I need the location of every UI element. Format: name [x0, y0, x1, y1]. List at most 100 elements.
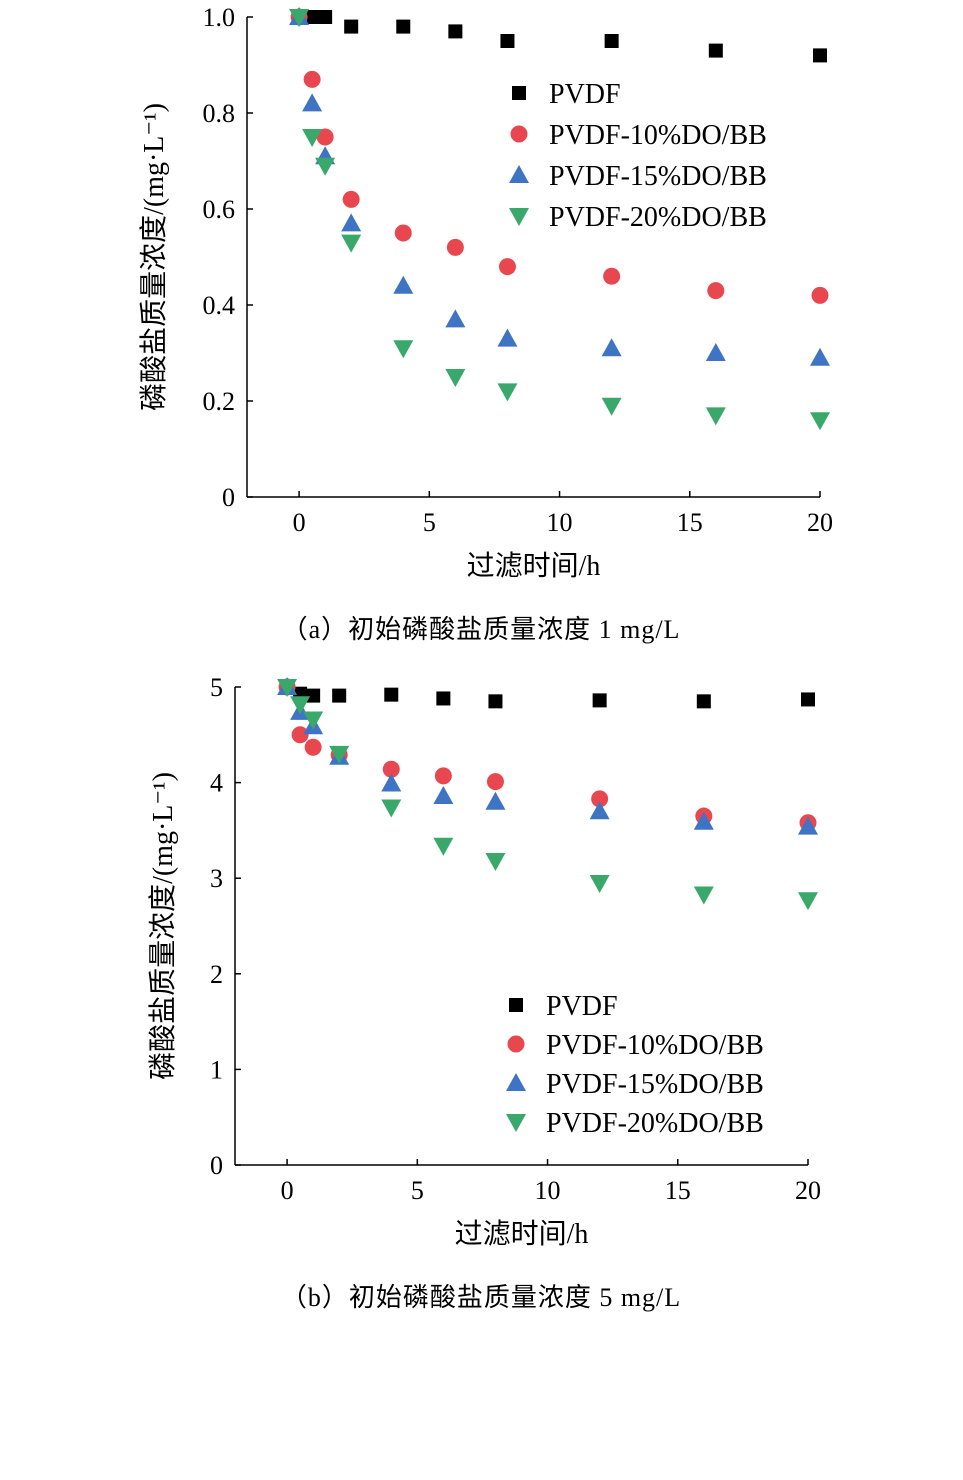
chart-a-point-PVDF-10%DO/BB [342, 190, 360, 208]
chart-a-point-PVDF [448, 24, 463, 39]
chart-b-point-PVDF-10%DO/BB [591, 790, 609, 808]
chart-b-point-PVDF-10%DO/BB [434, 767, 452, 785]
chart-b-legend-label: PVDF-10%DO/BB [546, 1030, 764, 1061]
chart-a-point-PVDF-15%DO/BB [341, 213, 362, 232]
chart-b-y-tick-label: 1 [210, 1055, 223, 1084]
chart-a-point-PVDF-15%DO/BB [810, 347, 830, 366]
chart-b-legend-marker [509, 998, 523, 1012]
chart-b-legend-label: PVDF-15%DO/BB [546, 1069, 764, 1100]
chart-a-y-axis-label: 磷酸盐质量浓度/(mg·L⁻¹) [138, 103, 170, 411]
chart-b-point-PVDF-10%DO/BB [304, 738, 322, 756]
chart-a-point-PVDF-10%DO/BB [498, 258, 516, 276]
chart-a-point-PVDF-20%DO/BB [302, 129, 323, 147]
chart-b-point-PVDF-20%DO/BB [589, 874, 610, 893]
chart-b-point-PVDF-15%DO/BB [485, 791, 506, 810]
chart-b-point-PVDF-20%DO/BB [798, 892, 818, 911]
chart-b-point-PVDF [488, 694, 503, 709]
chart-a-point-PVDF-15%DO/BB [705, 343, 726, 361]
chart-a-point-PVDF [813, 48, 827, 63]
chart-a-y-tick-label: 0.2 [203, 387, 236, 416]
chart-a-point-PVDF-10%DO/BB [811, 286, 829, 304]
chart-a-point-PVDF-10%DO/BB [446, 238, 464, 256]
chart-a-point-PVDF [344, 19, 359, 34]
chart-b-legend-label: PVDF [546, 991, 618, 1022]
chart-b-point-PVDF-15%DO/BB [381, 773, 402, 792]
chart-b-point-PVDF-10%DO/BB [486, 773, 504, 791]
chart-a-point-PVDF-20%DO/BB [315, 157, 336, 176]
chart-a-x-tick-label: 0 [293, 508, 306, 537]
chart-b-point-PVDF-20%DO/BB [290, 696, 311, 715]
chart-a-point-PVDF-10%DO/BB [303, 70, 321, 88]
chart-a-y-tick-label: 0.8 [203, 99, 236, 128]
chart-b: 0 1 2 3 4 5 0 5 10 15 20 过滤时间/h 磷酸盐质量浓度/(mg·L⁻¹) PVDF… [147, 673, 821, 1250]
chart-b-caption: （b）初始磷酸盐质量浓度 5 mg/L [281, 1283, 681, 1312]
chart-a-point-PVDF-20%DO/BB [341, 234, 362, 253]
chart-b-point-PVDF-15%DO/BB [798, 816, 818, 835]
chart-a-point-PVDF-15%DO/BB [302, 93, 323, 112]
chart-b-point-PVDF-15%DO/BB [589, 801, 610, 820]
chart-b-point-PVDF [436, 691, 451, 706]
chart-a-legend-marker [509, 165, 529, 183]
chart-b-point-PVDF-20%DO/BB [693, 886, 714, 905]
chart-b-x-tick-label: 0 [281, 1176, 294, 1205]
chart-a-point-PVDF [708, 43, 723, 58]
chart-b-legend-marker [507, 1035, 525, 1053]
chart-a-point-PVDF [318, 10, 333, 24]
chart-b-x-tick-label: 20 [795, 1176, 821, 1205]
chart-b-legend-marker [506, 1073, 526, 1091]
chart-a-point-PVDF-20%DO/BB [601, 397, 622, 416]
chart-a-legend-label: PVDF-10%DO/BB [549, 120, 767, 151]
chart-a-point-PVDF-10%DO/BB [603, 267, 621, 285]
chart-b-point-PVDF-20%DO/BB [381, 799, 402, 818]
chart-a-y-tick-label: 0.4 [203, 291, 236, 320]
chart-a-point-PVDF-20%DO/BB [497, 383, 518, 402]
chart-a-x-tick-label: 10 [547, 508, 573, 537]
chart-a-point-PVDF [500, 34, 515, 48]
chart-a-legend-marker [512, 86, 526, 100]
chart-a-point-PVDF-10%DO/BB [707, 282, 725, 300]
chart-b-point-PVDF [332, 688, 347, 703]
chart-b-y-tick-label: 3 [210, 864, 223, 893]
chart-b-point-PVDF-20%DO/BB [277, 679, 298, 697]
chart-b-y-tick-label: 2 [210, 960, 223, 989]
chart-a-point-PVDF [305, 10, 320, 24]
chart-a-x-tick-label: 5 [423, 508, 436, 537]
chart-a-point-PVDF-15%DO/BB [497, 328, 518, 347]
chart-b-legend-label: PVDF-20%DO/BB [546, 1108, 764, 1139]
chart-b-point-PVDF-20%DO/BB [433, 837, 454, 856]
chart-a-y-tick-label: 0 [222, 483, 235, 512]
chart-b-y-axis-label: 磷酸盐质量浓度/(mg·L⁻¹) [147, 772, 179, 1080]
chart-b-point-PVDF-15%DO/BB [433, 785, 454, 804]
chart-a-x-tick-label: 15 [677, 508, 703, 537]
chart-b-point-PVDF-20%DO/BB [329, 745, 350, 764]
chart-a-point-PVDF-10%DO/BB [394, 224, 412, 242]
chart-a-caption: （a）初始磷酸盐质量浓度 1 mg/L [282, 615, 681, 644]
chart-b-y-tick-label: 5 [210, 673, 223, 702]
chart-a-point-PVDF-10%DO/BB [316, 128, 334, 146]
chart-a-legend-marker [509, 208, 529, 226]
chart-b-x-axis-label: 过滤时间/h [455, 1218, 589, 1250]
chart-a-y-tick-label: 1.0 [203, 3, 236, 32]
chart-a-x-tick-label: 20 [807, 508, 833, 537]
chart-a-legend-label: PVDF [549, 79, 621, 110]
chart-a-x-axis-label: 过滤时间/h [467, 550, 601, 582]
chart-b-x-tick-label: 15 [665, 1176, 691, 1205]
chart-a-point-PVDF [396, 19, 411, 34]
chart-b-point-PVDF-20%DO/BB [485, 852, 506, 871]
chart-b-point-PVDF [306, 688, 321, 703]
chart-a: 0 0.2 0.4 0.6 0.8 1.0 0 5 10 15 20 过滤时间/h 磷酸盐质量浓度/(m… [138, 3, 833, 582]
chart-b-point-PVDF [801, 692, 815, 707]
chart-a-legend-label: PVDF-15%DO/BB [549, 161, 767, 192]
chart-a-y-tick-label: 0.6 [203, 195, 236, 224]
chart-b-point-PVDF [384, 687, 399, 702]
chart-a-point-PVDF-20%DO/BB [289, 9, 310, 27]
chart-b-x-tick-label: 10 [535, 1176, 561, 1205]
chart-a-point-PVDF-20%DO/BB [705, 407, 726, 426]
chart-a-point-PVDF [604, 34, 619, 48]
chart-b-point-PVDF [696, 694, 711, 709]
chart-b-point-PVDF-20%DO/BB [303, 711, 324, 730]
chart-b-point-PVDF-15%DO/BB [693, 811, 714, 830]
chart-b-x-tick-label: 5 [411, 1176, 424, 1205]
chart-a-legend-label: PVDF-20%DO/BB [549, 202, 767, 233]
